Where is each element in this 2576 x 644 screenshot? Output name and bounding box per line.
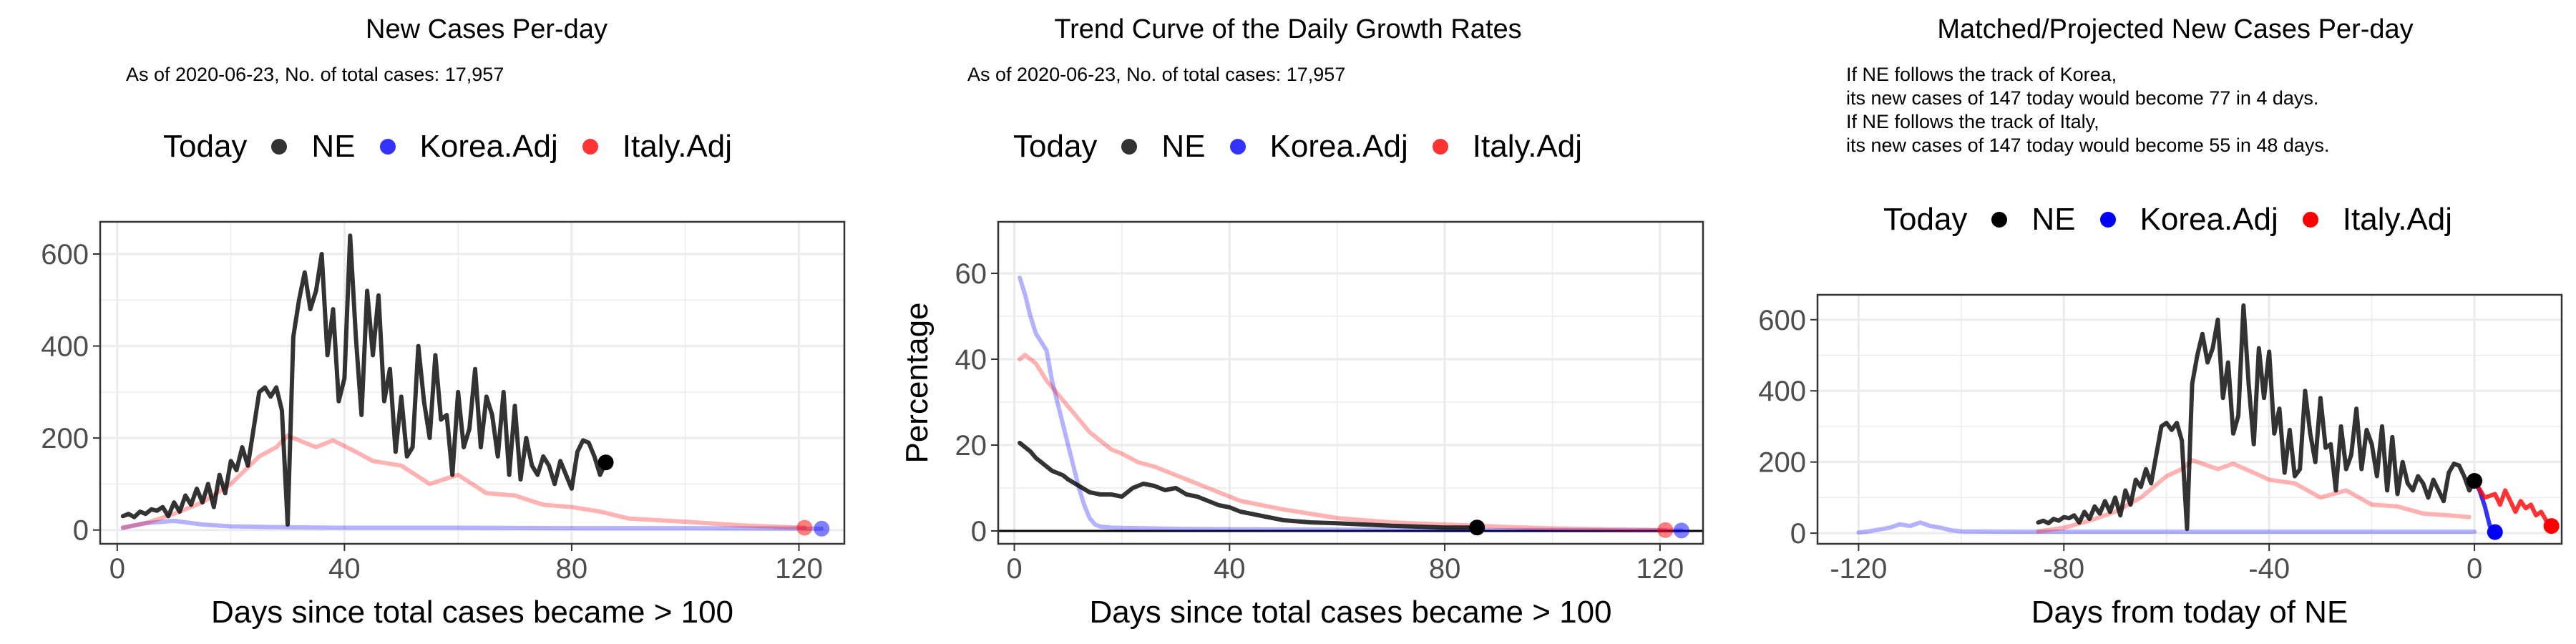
panel-border xyxy=(99,220,846,545)
legend-dot-italy xyxy=(2302,212,2318,228)
legend-label-italy: Italy.Adj xyxy=(2342,202,2453,237)
chart-subtitle-line-1: If NE follows the track of Korea, xyxy=(1846,64,2117,85)
x-tick-label: -80 xyxy=(2043,553,2084,585)
legend-title: Today xyxy=(1883,202,1968,237)
y-tick-label: 200 xyxy=(41,423,89,454)
legend: Today NE Korea.Adj Italy.Adj xyxy=(1013,129,1606,165)
chart-subtitle-line-2: its new cases of 147 today would become … xyxy=(1846,87,2319,109)
legend-item-korea: Korea.Adj xyxy=(2099,202,2278,238)
x-tick-label: 120 xyxy=(1636,553,1684,585)
legend-dot-italy xyxy=(1432,139,1448,155)
plot-svg: 0 40 80 120 0 200 400 600 Days since total cases… xyxy=(41,220,846,630)
y-tick-label: 20 xyxy=(955,430,987,462)
x-axis-title: Days since total cases became > 100 xyxy=(211,595,733,630)
legend-label-ne: NE xyxy=(2031,202,2076,237)
today-point-korea-adj-projected xyxy=(2487,524,2503,540)
legend-label-ne: NE xyxy=(311,129,356,164)
legend-dot-korea xyxy=(379,139,396,155)
y-tick-label: 400 xyxy=(1758,376,1806,407)
y-tick-label: 400 xyxy=(41,331,89,363)
x-tick-label: 0 xyxy=(109,553,125,585)
today-point-italy-adj xyxy=(1657,522,1674,538)
legend-label-korea: Korea.Adj xyxy=(1269,129,1408,164)
plot-panel xyxy=(998,222,1703,544)
legend-dot-italy xyxy=(582,139,598,155)
y-tick-label: 600 xyxy=(41,239,89,270)
today-point-italy-adj-projected xyxy=(2543,518,2560,535)
legend-item-korea: Korea.Adj xyxy=(379,129,558,165)
legend-label-korea: Korea.Adj xyxy=(419,129,558,164)
y-tick-label: 60 xyxy=(955,258,987,290)
plot-svg: 0 40 80 120 0 20 40 60 Days since total cases be… xyxy=(899,220,1704,630)
legend-label-italy: Italy.Adj xyxy=(1472,129,1583,164)
y-tick-label: 600 xyxy=(1758,305,1806,336)
y-tick-label: 0 xyxy=(971,516,987,547)
legend-title: Today xyxy=(1013,129,1098,164)
legend-label-korea: Korea.Adj xyxy=(2140,202,2278,237)
series-line-korea-adj xyxy=(1018,275,1684,533)
legend-item-ne: NE xyxy=(1991,202,2076,238)
legend-label-ne: NE xyxy=(1161,129,1206,164)
x-tick-label: -40 xyxy=(2248,553,2290,585)
chart-title: New Cases Per-day xyxy=(366,14,608,44)
legend-dot-ne xyxy=(271,139,288,155)
legend-dot-ne xyxy=(1121,139,1138,155)
chart-title: Matched/Projected New Cases Per-day xyxy=(1937,14,2414,44)
x-tick-label: 120 xyxy=(775,553,823,585)
legend-item-ne: NE xyxy=(271,129,356,165)
legend-dot-korea xyxy=(1229,139,1246,155)
legend-dot-ne xyxy=(1991,212,2008,228)
panel-border xyxy=(997,220,1704,545)
x-tick-label: -120 xyxy=(1830,553,1887,585)
legend: Today NE Korea.Adj Italy.Adj xyxy=(1883,202,2477,238)
chart-subtitle-line-3: If NE follows the track of Italy, xyxy=(1846,111,2099,132)
chart-subtitle-line-4: its new cases of 147 today would become … xyxy=(1846,135,2330,156)
today-point-italy-adj xyxy=(796,519,813,536)
panel-border xyxy=(1816,293,2563,545)
chart-new-cases: New Cases Per-day As of 2020-06-23, No. … xyxy=(0,0,859,644)
legend-item-italy: Italy.Adj xyxy=(582,129,732,165)
y-tick-label: 200 xyxy=(1758,447,1806,479)
x-tick-label: 40 xyxy=(328,553,361,585)
x-axis-title: Days since total cases became > 100 xyxy=(1089,595,1611,630)
chart-title: Trend Curve of the Daily Growth Rates xyxy=(1054,14,1522,44)
legend-item-korea: Korea.Adj xyxy=(1229,129,1408,165)
today-point-ne xyxy=(597,454,614,471)
series-line-korea-adj xyxy=(1856,520,2477,535)
y-axis-title: Percentage xyxy=(899,302,935,463)
legend-item-italy: Italy.Adj xyxy=(2302,202,2453,238)
chart-projected-cases: Matched/Projected New Cases Per-day If N… xyxy=(1717,0,2576,644)
legend-item-ne: NE xyxy=(1121,129,1206,165)
series-line-italy-adj-projected xyxy=(2472,479,2554,529)
legend: Today NE Korea.Adj Italy.Adj xyxy=(163,129,756,165)
series-line-italy-adj xyxy=(120,433,807,530)
series-line-ne xyxy=(120,233,608,527)
y-tick-label: 0 xyxy=(73,515,89,547)
today-point-korea-adj xyxy=(814,520,830,537)
x-tick-label: 0 xyxy=(1006,553,1022,585)
legend-label-italy: Italy.Adj xyxy=(622,129,733,164)
series-line-ne xyxy=(1018,441,1480,530)
x-tick-label: 80 xyxy=(556,553,588,585)
today-point-ne xyxy=(1469,519,1485,536)
x-tick-label: 0 xyxy=(2467,553,2482,585)
legend-item-italy: Italy.Adj xyxy=(1432,129,1583,165)
x-tick-label: 40 xyxy=(1214,553,1246,585)
chart-subtitle: As of 2020-06-23, No. of total cases: 17… xyxy=(967,64,1346,85)
legend-dot-korea xyxy=(2099,212,2116,228)
series-line-ne xyxy=(2036,303,2477,532)
y-tick-label: 0 xyxy=(1790,518,1806,550)
x-tick-label: 80 xyxy=(1429,553,1461,585)
series-line-korea-adj xyxy=(120,518,824,531)
today-point-ne xyxy=(2467,473,2483,489)
legend-title: Today xyxy=(163,129,248,164)
x-axis-title: Days from today of NE xyxy=(2031,595,2348,630)
today-point-korea-adj xyxy=(1673,522,1689,539)
plot-svg: -120 -80 -40 0 0 200 400 600 Days from today of … xyxy=(1758,293,2563,630)
chart-subtitle: As of 2020-06-23, No. of total cases: 17… xyxy=(126,64,504,85)
chart-growth-rates: Trend Curve of the Daily Growth Rates As… xyxy=(859,0,1717,644)
y-tick-label: 40 xyxy=(955,344,987,376)
series-line-italy-adj xyxy=(1018,353,1668,532)
